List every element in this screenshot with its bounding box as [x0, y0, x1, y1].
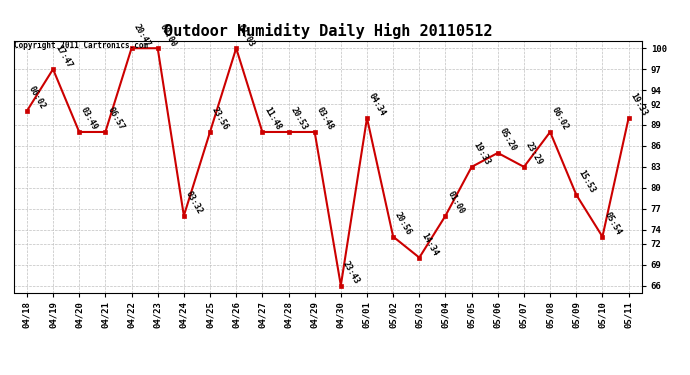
- Text: 06:02: 06:02: [27, 85, 47, 111]
- Text: 03:48: 03:48: [315, 106, 335, 132]
- Text: 14:34: 14:34: [420, 231, 440, 258]
- Text: 19:33: 19:33: [629, 92, 649, 118]
- Text: 20:47: 20:47: [132, 22, 152, 48]
- Text: 03:32: 03:32: [184, 190, 204, 216]
- Text: 00:00: 00:00: [158, 22, 178, 48]
- Text: 04:34: 04:34: [367, 92, 387, 118]
- Text: 23:43: 23:43: [341, 260, 361, 285]
- Text: 02:03: 02:03: [236, 22, 257, 48]
- Text: 20:53: 20:53: [288, 106, 309, 132]
- Text: 15:53: 15:53: [576, 169, 597, 195]
- Text: 11:48: 11:48: [262, 106, 283, 132]
- Text: 19:33: 19:33: [472, 141, 492, 167]
- Text: 05:20: 05:20: [497, 127, 518, 153]
- Text: Copyright 2011 Cartronics.com: Copyright 2011 Cartronics.com: [14, 41, 148, 50]
- Text: 06:57: 06:57: [106, 106, 126, 132]
- Text: 23:29: 23:29: [524, 141, 544, 167]
- Text: 23:56: 23:56: [210, 106, 230, 132]
- Text: 05:54: 05:54: [602, 210, 623, 237]
- Text: 17:47: 17:47: [53, 43, 73, 69]
- Text: 03:49: 03:49: [79, 106, 99, 132]
- Text: 20:56: 20:56: [393, 210, 413, 237]
- Text: 06:02: 06:02: [550, 106, 571, 132]
- Title: Outdoor Humidity Daily High 20110512: Outdoor Humidity Daily High 20110512: [164, 23, 492, 39]
- Text: 01:00: 01:00: [446, 190, 466, 216]
